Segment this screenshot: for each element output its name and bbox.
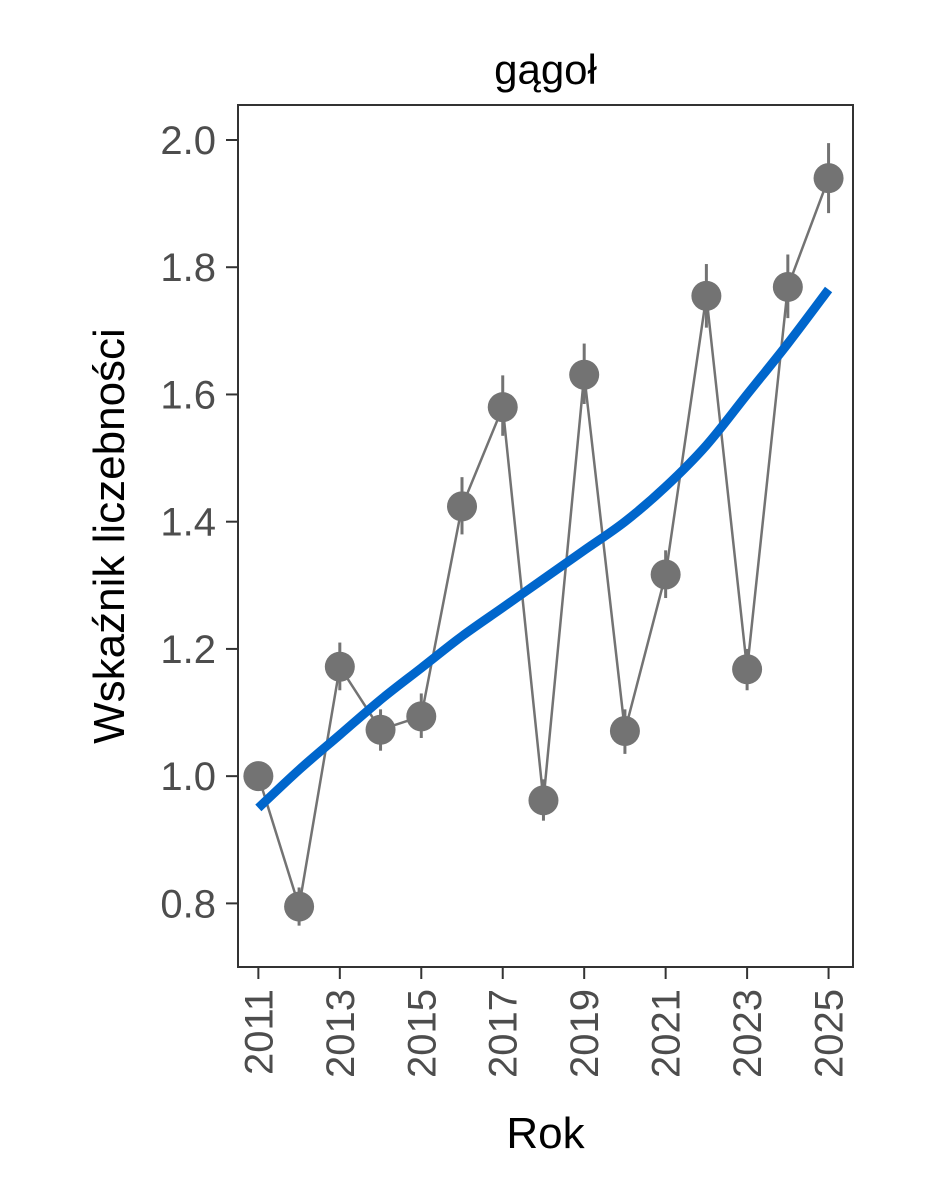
y-axis: 0.8 1.0 1.2 1.4 1.6 1.8 2.0 — [160, 119, 238, 926]
data-point — [609, 715, 640, 746]
y-tick-label: 1.0 — [160, 755, 216, 799]
x-tick-label: 2011 — [237, 989, 281, 1075]
data-point — [365, 714, 396, 745]
data-point — [528, 785, 559, 816]
y-tick-label: 1.6 — [160, 373, 216, 417]
y-axis-title: Wskaźnik liczebności — [85, 328, 134, 744]
data-point — [406, 701, 437, 732]
x-tick-label: 2025 — [808, 989, 852, 1078]
x-tick-label: 2019 — [563, 989, 607, 1078]
data-point — [324, 651, 355, 682]
data-point — [243, 761, 274, 792]
x-tick-label: 2013 — [319, 989, 363, 1078]
y-tick-label: 1.4 — [160, 501, 216, 545]
y-tick-label: 1.8 — [160, 246, 216, 290]
x-tick-label: 2023 — [726, 989, 770, 1078]
data-point — [691, 280, 722, 311]
data-point — [284, 891, 315, 922]
chart-title: gągoł — [494, 46, 597, 93]
series-layer — [243, 143, 844, 926]
x-tick-label: 2015 — [400, 989, 444, 1078]
x-tick-label: 2017 — [482, 989, 526, 1078]
y-tick-label: 1.2 — [160, 628, 216, 672]
data-point — [569, 359, 600, 390]
data-point — [772, 271, 803, 302]
x-tick-label: 2021 — [645, 989, 689, 1078]
trend-line — [255, 286, 833, 812]
plot-panel — [237, 104, 854, 968]
data-point — [650, 559, 681, 590]
data-point — [487, 392, 518, 423]
x-axis: 2011 2013 2015 2017 2019 2021 2023 2025 — [237, 967, 852, 1078]
data-point — [447, 491, 478, 522]
y-tick-label: 2.0 — [160, 119, 216, 163]
y-tick-label: 0.8 — [160, 882, 216, 926]
data-point — [732, 654, 763, 685]
data-point — [813, 163, 844, 194]
x-axis-title: Rok — [506, 1109, 585, 1158]
